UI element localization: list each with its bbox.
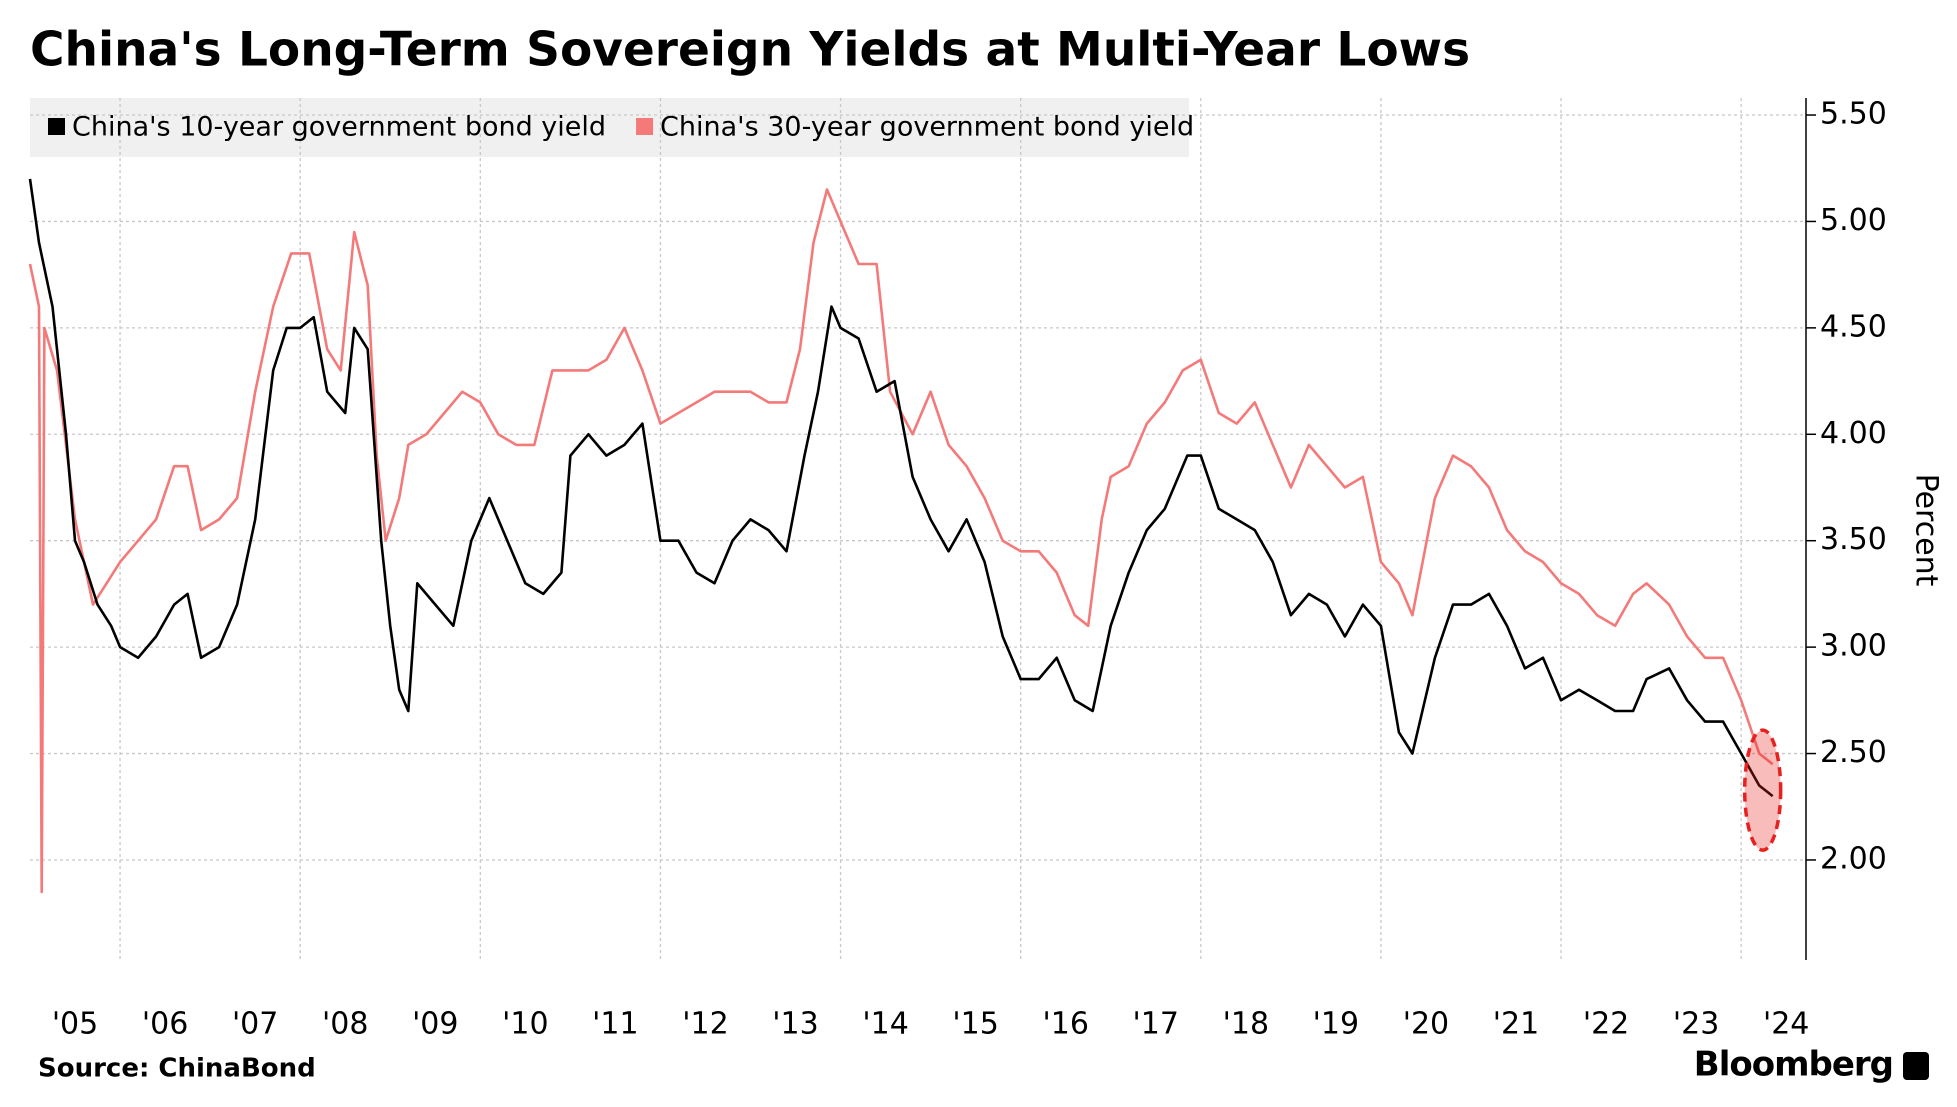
x-tick-label: '14 — [862, 1007, 908, 1042]
x-tick-label: '17 — [1133, 1007, 1179, 1042]
x-tick-label: '19 — [1313, 1007, 1359, 1042]
x-tick-label: '13 — [772, 1007, 818, 1042]
x-tick-label: '08 — [322, 1007, 368, 1042]
legend-swatch — [636, 118, 654, 135]
x-tick-label: '22 — [1583, 1007, 1629, 1042]
y-tick-label: 2.00 — [1820, 841, 1887, 876]
x-tick-label: '24 — [1763, 1007, 1809, 1042]
y-tick-label: 5.00 — [1820, 203, 1887, 238]
x-tick-label: '05 — [52, 1007, 98, 1042]
y-tick-label: 5.50 — [1820, 97, 1887, 132]
x-tick-label: '20 — [1403, 1007, 1449, 1042]
y-tick-label: 4.00 — [1820, 416, 1887, 451]
highlight — [1742, 728, 1783, 852]
series-line — [28, 188, 1774, 894]
x-tick-label: '09 — [412, 1007, 458, 1042]
x-tick-label: '18 — [1223, 1007, 1269, 1042]
legend-label: China's 30-year government bond yield — [660, 112, 1194, 143]
x-tick-label: '21 — [1493, 1007, 1539, 1042]
brand: Bloomberg — [1694, 1045, 1893, 1085]
legend-swatch — [48, 118, 65, 135]
y-tick-label: 3.00 — [1820, 629, 1887, 664]
x-tick-label: '10 — [502, 1007, 548, 1042]
y-tick-label: 4.50 — [1820, 309, 1887, 344]
x-tick-label: '23 — [1673, 1007, 1719, 1042]
legend-label: China's 10-year government bond yield — [72, 112, 606, 143]
brand-logo — [1903, 1052, 1929, 1080]
x-tick-label: '12 — [682, 1007, 728, 1042]
x-tick-label: '15 — [952, 1007, 998, 1042]
x-tick-label: '16 — [1042, 1007, 1088, 1042]
legend-box — [30, 98, 1189, 157]
source: Source: ChinaBond — [38, 1054, 316, 1084]
x-tick-label: '11 — [592, 1007, 638, 1042]
y-tick-label: 3.50 — [1820, 522, 1887, 557]
y-tick-label: 2.50 — [1820, 735, 1887, 770]
series-line — [28, 178, 1774, 798]
x-tick-label: '07 — [232, 1007, 278, 1042]
y-axis-label: Percent — [1909, 474, 1944, 587]
chart-title: China's Long-Term Sovereign Yields at Mu… — [30, 23, 1470, 78]
x-tick-label: '06 — [142, 1007, 188, 1042]
